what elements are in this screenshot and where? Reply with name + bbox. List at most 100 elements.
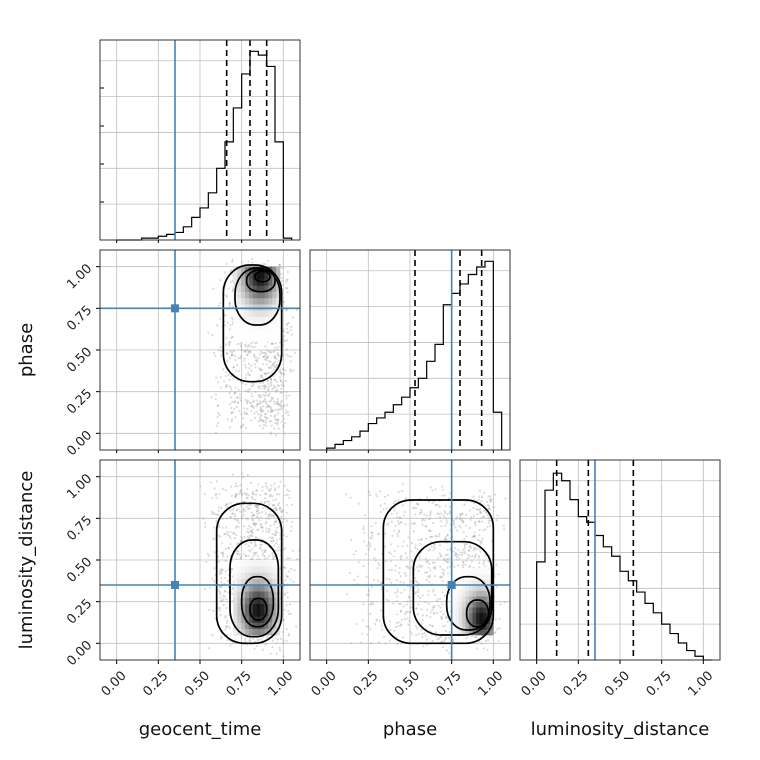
sample-point [211, 577, 214, 580]
sample-point [255, 522, 258, 525]
sample-point [280, 383, 283, 386]
sample-point [236, 396, 239, 399]
sample-point [239, 345, 243, 348]
sample-point [446, 534, 449, 537]
sample-point [255, 505, 258, 508]
sample-point [443, 512, 447, 515]
sample-point [227, 546, 230, 549]
sample-point [282, 548, 286, 551]
sample-point [439, 554, 442, 557]
density-cell [469, 579, 473, 586]
density-cell [469, 623, 473, 630]
density-cell [268, 591, 273, 598]
sample-point [213, 537, 216, 540]
sample-point [393, 549, 396, 552]
sample-point [241, 492, 244, 495]
sample-point [286, 488, 289, 491]
sample-point [256, 554, 259, 558]
density-cell [260, 316, 265, 324]
sample-point [229, 509, 232, 512]
sample-point [211, 496, 214, 500]
density-cell [252, 279, 257, 286]
sample-point [282, 533, 285, 536]
sample-point [287, 414, 290, 417]
sample-point [399, 610, 402, 613]
sample-point [407, 567, 410, 570]
sample-point [249, 503, 252, 506]
sample-point [371, 600, 374, 604]
contour-level-3 [240, 575, 275, 628]
sample-point [259, 501, 263, 504]
density-cell [276, 285, 281, 292]
sample-point [248, 534, 252, 537]
sample-point [263, 555, 266, 558]
density-cell [482, 573, 487, 580]
sample-point [220, 581, 223, 584]
sample-point [477, 498, 480, 501]
density-cell [475, 579, 480, 586]
density-cell [245, 297, 250, 305]
sample-point [252, 514, 255, 517]
density-cell [465, 585, 470, 591]
sample-point [279, 379, 282, 382]
sample-point [454, 551, 457, 555]
sample-point [217, 513, 220, 516]
density-cell [458, 607, 463, 614]
sample-point [409, 631, 413, 634]
sample-point [231, 411, 234, 414]
sample-point [240, 517, 244, 520]
sample-point [247, 554, 250, 557]
density-cell [486, 623, 491, 630]
sample-point [219, 613, 222, 617]
sample-point [462, 531, 465, 534]
sample-point [437, 637, 440, 640]
sample-point [363, 531, 366, 534]
sample-point [270, 408, 273, 411]
sample-point [286, 403, 289, 407]
sample-point [498, 617, 501, 620]
density-cell [252, 603, 257, 611]
sample-point [286, 575, 290, 578]
density-cell [268, 291, 273, 299]
sample-point [239, 380, 242, 383]
sample-point [282, 341, 285, 344]
sample-point [403, 510, 406, 514]
density-cell [233, 616, 238, 623]
sample-point [436, 638, 439, 641]
sample-point [282, 566, 285, 569]
density-cell [479, 629, 484, 636]
y-tick-label: 0.00 [64, 428, 95, 459]
sample-point [460, 512, 464, 515]
density-cell [472, 590, 477, 597]
sample-point [270, 382, 273, 385]
sample-point [231, 508, 234, 512]
sample-point [441, 494, 444, 497]
density-cell [272, 291, 277, 299]
sample-point [262, 419, 265, 422]
x-tick-label: 0.00 [309, 668, 340, 699]
sample-point [251, 548, 254, 551]
y-tick-label: 1.00 [64, 471, 95, 502]
sample-point [255, 493, 258, 496]
sample-point [280, 420, 283, 423]
sample-point [248, 549, 251, 552]
sample-point [276, 348, 279, 351]
sample-point [222, 551, 225, 554]
x-tick-label: 0.25 [350, 668, 381, 699]
sample-point [233, 407, 236, 410]
density-cell [245, 603, 250, 611]
sample-point [478, 489, 482, 493]
sample-point [228, 403, 231, 406]
sample-point [440, 617, 443, 620]
panel-geocent_time-phase: 0.000.250.500.751.00 [64, 249, 301, 459]
sample-point [275, 652, 278, 655]
sample-point [234, 495, 237, 498]
density-cell [256, 285, 261, 292]
sample-point [428, 518, 431, 521]
sample-point [263, 372, 266, 375]
sample-point [258, 557, 261, 561]
sample-point [420, 564, 424, 567]
sample-point [283, 404, 286, 407]
sample-point [219, 535, 222, 538]
sample-point [272, 508, 275, 511]
